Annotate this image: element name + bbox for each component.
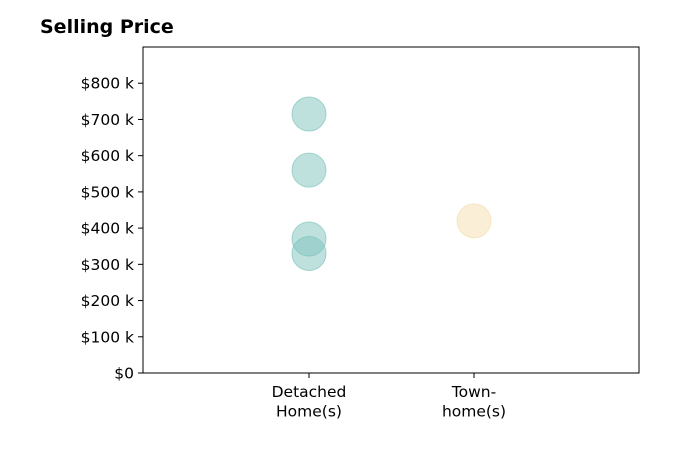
y-tick-label: $700 k (81, 111, 134, 129)
y-tick-label: $300 k (81, 256, 134, 274)
data-point (291, 96, 327, 132)
y-tick-label: $800 k (81, 75, 134, 93)
data-point (291, 152, 327, 188)
y-tick-label: $500 k (81, 183, 134, 201)
y-tick-label: $400 k (81, 220, 134, 238)
chart-marks (291, 96, 492, 271)
x-tick-label: Town- (451, 383, 496, 401)
plot-frame (142, 46, 640, 374)
x-tick-label: Home(s) (276, 403, 342, 421)
y-tick-label: $600 k (81, 147, 134, 165)
x-axis: Detached Home(s) Town-home(s) (272, 373, 506, 421)
y-tick-label: $0 (114, 365, 134, 383)
x-tick-label: home(s) (442, 403, 506, 421)
data-point (456, 203, 492, 239)
y-tick-label: $100 k (81, 328, 134, 346)
y-axis: $0 $100 k $200 k $300 k $400 k $500 k $600 k $7… (81, 75, 143, 383)
x-tick-label: Detached (272, 383, 347, 401)
chart-title: Selling Price (40, 16, 174, 38)
y-tick-label: $200 k (81, 292, 134, 310)
data-point (291, 235, 327, 271)
